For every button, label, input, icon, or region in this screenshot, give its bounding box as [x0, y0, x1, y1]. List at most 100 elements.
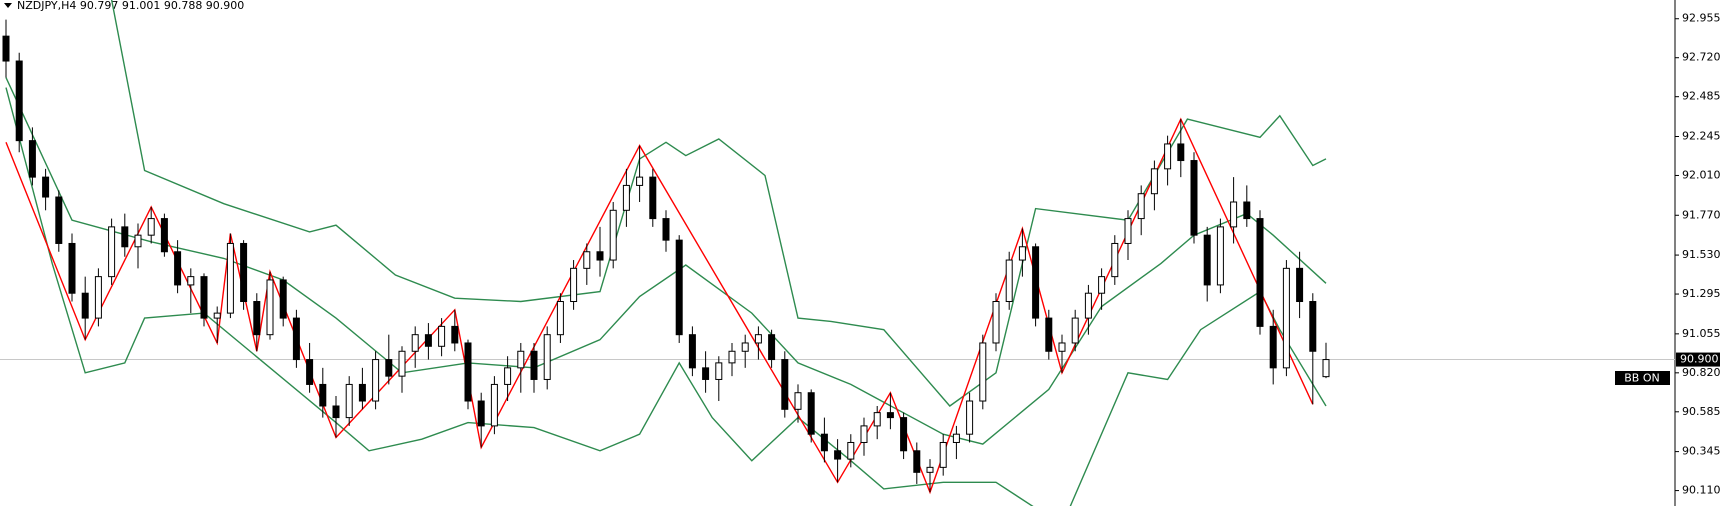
candle-body — [966, 400, 974, 435]
candle-body — [490, 383, 498, 427]
candle-body — [1296, 267, 1304, 303]
candle-body — [768, 334, 776, 361]
candle-body — [332, 405, 340, 419]
candle-body — [292, 317, 300, 361]
candle-body — [1216, 226, 1224, 286]
candle-body — [543, 334, 551, 380]
annotation: BB ON — [1624, 372, 1659, 385]
candle-body — [583, 251, 591, 269]
candle-body — [1045, 317, 1053, 352]
indicator-line — [5, 77, 1327, 445]
candle-body — [926, 466, 934, 473]
candle-body — [424, 334, 432, 347]
candle-body — [675, 239, 683, 336]
candle-body — [556, 301, 564, 336]
candle-body — [1243, 201, 1251, 220]
candle-body — [1084, 292, 1092, 319]
candle-body — [1058, 342, 1066, 352]
candle-body — [358, 383, 366, 402]
y-tick-label: 92.010 — [1682, 168, 1720, 181]
candle-body — [847, 441, 855, 460]
candle-body — [715, 362, 723, 380]
candle-body — [1071, 317, 1079, 344]
y-tick-label: 90.820 — [1682, 366, 1720, 379]
candle-body — [1018, 246, 1026, 261]
candle-body — [266, 279, 274, 336]
indicator-line — [110, 0, 1327, 407]
candle-body — [1137, 193, 1145, 220]
candle-body — [622, 184, 630, 211]
candle-body — [1150, 168, 1158, 195]
candle-body — [160, 218, 168, 253]
candle-body — [42, 176, 50, 198]
candle-body — [1098, 276, 1106, 294]
candle-body — [702, 367, 710, 380]
menu-icon[interactable] — [4, 3, 12, 8]
candle-body — [728, 350, 736, 364]
indicator-line — [5, 87, 1327, 506]
candle-body — [1032, 246, 1040, 319]
candle-body — [807, 392, 815, 435]
candle-body — [213, 312, 221, 319]
current-price-box — [1676, 352, 1720, 367]
chart-title: NZDJPY,H4 90.797 91.001 90.788 90.900 — [17, 0, 244, 12]
candle-body — [108, 226, 116, 278]
candle-body — [200, 276, 208, 319]
candle-body — [28, 140, 36, 178]
candle-body — [81, 292, 89, 319]
candle-body — [741, 342, 749, 352]
candle-body — [1230, 201, 1238, 228]
candle-body — [754, 334, 762, 344]
candle-body — [1269, 325, 1277, 369]
candle-body — [794, 392, 802, 410]
candle-body — [992, 301, 1000, 344]
candle-body — [438, 325, 446, 347]
y-tick-label: 92.245 — [1682, 129, 1720, 142]
candle-body — [55, 196, 63, 244]
candle-body — [504, 367, 512, 385]
candle-body — [1309, 301, 1317, 352]
candle-body — [570, 267, 578, 303]
candle-body — [174, 251, 182, 286]
candle-body — [1322, 359, 1330, 378]
y-tick-label: 92.955 — [1682, 12, 1720, 25]
candle-body — [187, 276, 195, 286]
candle-body — [952, 433, 960, 443]
candle-body — [1256, 218, 1264, 327]
candle-body — [1203, 234, 1211, 286]
candle-body — [147, 218, 155, 236]
candle-body — [2, 35, 10, 62]
candle-body — [451, 325, 459, 344]
y-tick-label: 92.720 — [1682, 51, 1720, 64]
y-tick-label: 91.055 — [1682, 327, 1720, 340]
candle-body — [1124, 218, 1132, 244]
candle-body — [68, 242, 76, 294]
candle-body — [939, 441, 947, 468]
candle-body — [873, 412, 881, 427]
candle-body — [1177, 143, 1185, 162]
candle-body — [477, 400, 485, 427]
candle-body — [1111, 242, 1119, 278]
candle-body — [385, 359, 393, 377]
candle-body — [913, 450, 921, 473]
y-tick-label: 92.485 — [1682, 90, 1720, 103]
candle-body — [1190, 160, 1198, 236]
candle-body — [226, 242, 234, 314]
candle-body — [820, 433, 828, 452]
y-tick-label: 90.585 — [1682, 405, 1720, 418]
y-tick-label: 90.110 — [1682, 484, 1720, 497]
candle-body — [596, 251, 604, 261]
candle-body — [345, 383, 353, 419]
candle-body — [279, 279, 287, 319]
candle-body — [15, 60, 23, 142]
candle-body — [240, 242, 248, 303]
candle-body — [860, 425, 868, 443]
annotation-box — [1615, 371, 1670, 385]
candle-body — [411, 334, 419, 352]
current-price-label: 90.900 — [1680, 353, 1719, 366]
y-tick-label: 91.530 — [1682, 248, 1720, 261]
candle-body — [688, 334, 696, 369]
plot-area — [0, 0, 1675, 506]
candle-body — [662, 218, 670, 241]
